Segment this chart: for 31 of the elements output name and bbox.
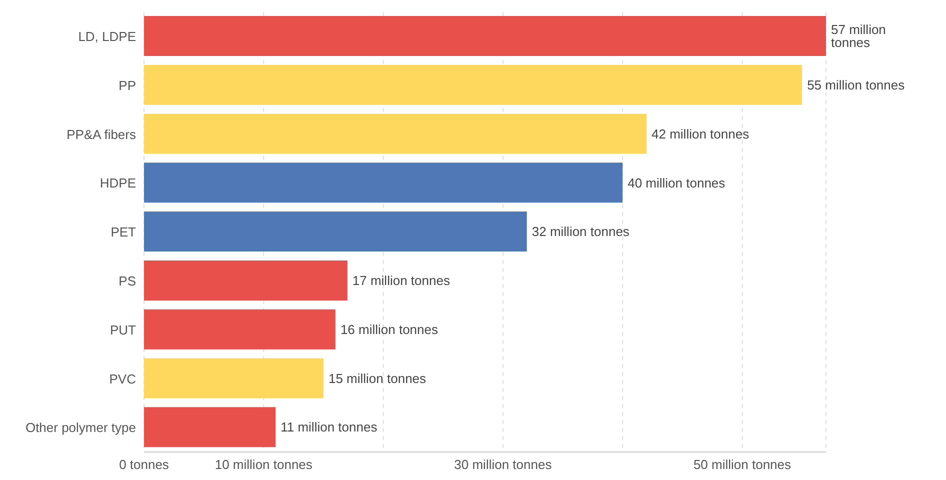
x-tick-label: 10 million tonnes — [214, 457, 313, 472]
data-label: 17 million tonnes — [352, 273, 450, 288]
data-label: 32 million tonnes — [532, 224, 630, 240]
x-tick-label: 0 tonnes — [119, 457, 170, 472]
x-tick-label: 50 million tonnes — [693, 457, 792, 472]
data-label: 42 million tonnes — [652, 126, 750, 142]
data-label: 15 million tonnes — [328, 370, 427, 386]
y-tick-label: PUT — [110, 322, 136, 338]
y-tick-label: PP — [118, 78, 136, 93]
y-tick-label: Other polymer type — [25, 420, 136, 436]
data-label: 40 million tonnes — [628, 175, 726, 190]
bar — [144, 16, 826, 56]
bar — [144, 407, 276, 448]
bar — [144, 114, 647, 154]
bar — [144, 260, 348, 300]
y-tick-label: HDPE — [100, 176, 136, 191]
x-tick-label: 30 million tonnes — [454, 457, 552, 472]
bar — [144, 212, 527, 252]
bar — [144, 64, 802, 105]
y-tick-label: PS — [118, 274, 136, 289]
bar — [144, 358, 324, 398]
data-label: 16 million tonnes — [340, 322, 438, 337]
y-tick-label: PET — [110, 224, 136, 240]
data-label: 11 million tonnes — [280, 420, 378, 435]
y-tick-label: PVC — [109, 371, 136, 386]
bar — [144, 309, 336, 350]
data-label: 57 million tonnes — [831, 22, 886, 50]
bar — [144, 162, 623, 203]
data-label: 55 million tonnes — [807, 78, 906, 93]
y-tick-label: LD, LDPE — [78, 29, 136, 44]
y-tick-label: PP&A fibers — [66, 126, 136, 142]
